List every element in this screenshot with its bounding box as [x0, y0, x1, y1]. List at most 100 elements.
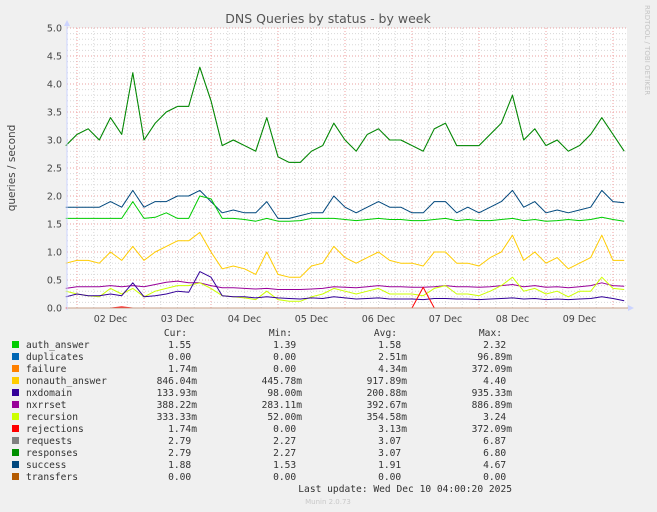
legend-label: requests [26, 436, 72, 447]
y-tick-label: 1.0 [47, 248, 62, 259]
y-tick-label: 0.0 [47, 304, 62, 315]
rrdtool-watermark: RRDTOOL / TOBI OETIKER [643, 5, 651, 95]
legend-min-value: 98.00m [267, 388, 302, 399]
legend-header-avg: Avg: [374, 328, 397, 339]
grid [67, 27, 627, 309]
x-tick-label: 09 Dec [563, 314, 597, 325]
legend-cur-value: 2.79 [168, 448, 191, 459]
legend-label: success [26, 460, 66, 471]
legend-avg-value: 392.67m [367, 400, 408, 411]
legend-swatch [12, 461, 19, 468]
legend-avg-value: 200.88m [367, 388, 408, 399]
legend-cur-value: 1.74m [168, 364, 197, 375]
legend-swatch [12, 365, 19, 372]
legend-min-value: 0.00 [273, 424, 296, 435]
y-tick-label: 4.5 [47, 52, 62, 63]
legend-header-min: Min: [269, 328, 292, 339]
legend-avg-value: 3.07 [378, 448, 401, 459]
legend-label: recursion [26, 412, 78, 423]
legend-cur-value: 388.22m [157, 400, 198, 411]
legend-max-value: 4.40 [483, 376, 506, 387]
legend-avg-value: 3.07 [378, 436, 401, 447]
legend-min-value: 445.78m [262, 376, 303, 387]
legend-label: transfers [26, 472, 78, 483]
legend-cur-value: 1.88 [168, 460, 191, 471]
y-tick-label: 2.5 [47, 164, 62, 175]
legend-swatch [12, 437, 19, 444]
legend-swatch [12, 473, 19, 480]
legend-max-value: 372.09m [472, 424, 513, 435]
tick-labels: 0.0 0.5 1.0 1.5 2.0 2.5 3.0 3.5 4.0 4.5 5.0 02 Dec 0… [47, 24, 596, 326]
series-line-auth_answer [65, 195, 625, 222]
last-update: Last update: Wed Dec 10 04:00:20 2025 [298, 484, 512, 495]
legend-avg-value: 2.51m [378, 352, 407, 363]
x-tick-label: 07 Dec [429, 314, 463, 325]
series-line-responses [65, 66, 625, 163]
series-line-nxrrset [65, 280, 625, 290]
legend-label: nxrrset [26, 400, 66, 411]
legend-avg-value: 1.91 [378, 460, 401, 471]
y-tick-label: 4.0 [47, 80, 62, 91]
legend-max-value: 6.87 [483, 436, 506, 447]
legend-label: nonauth_answer [26, 376, 107, 387]
legend-max-value: 6.80 [483, 448, 506, 459]
legend-min-value: 0.00 [273, 364, 296, 375]
legend-avg-value: 354.58m [367, 412, 408, 423]
legend-min-value: 0.00 [273, 472, 296, 483]
legend-cur-value: 0.00 [168, 352, 191, 363]
y-axis-arrow-icon [64, 20, 70, 26]
legend-avg-value: 917.89m [367, 376, 408, 387]
legend-cur-value: 1.55 [168, 340, 191, 351]
y-tick-label: 0.5 [47, 276, 62, 287]
series-line-success [65, 189, 625, 219]
legend-avg-value: 4.34m [378, 364, 407, 375]
legend-max-value: 2.32 [483, 340, 506, 351]
legend-swatch [12, 401, 19, 408]
legend-max-value: 3.24 [483, 412, 506, 423]
legend-max-value: 4.67 [483, 460, 506, 471]
x-axis-arrow-icon [628, 305, 634, 311]
y-tick-label: 3.0 [47, 136, 62, 147]
legend-swatch [12, 413, 19, 420]
x-tick-label: 04 Dec [228, 314, 262, 325]
legend-cur-value: 333.33m [157, 412, 198, 423]
x-tick-label: 02 Dec [94, 314, 128, 325]
y-tick-label: 1.5 [47, 220, 62, 231]
legend-max-value: 935.33m [472, 388, 513, 399]
legend-avg-value: 3.13m [378, 424, 407, 435]
x-tick-label: 06 Dec [362, 314, 396, 325]
legend-label: failure [26, 364, 67, 375]
legend-header-cur: Cur: [164, 328, 187, 339]
series-line-nonauth_answer [65, 231, 625, 278]
legend-max-value: 0.00 [483, 472, 506, 483]
legend-label: nxdomain [26, 388, 72, 399]
legend-min-value: 1.39 [273, 340, 296, 351]
x-tick-label: 03 Dec [161, 314, 195, 325]
legend-label: responses [26, 448, 78, 459]
legend-min-value: 52.00m [267, 412, 302, 423]
legend-cur-value: 0.00 [168, 472, 191, 483]
legend-swatch [12, 341, 19, 348]
legend-min-value: 2.27 [273, 448, 296, 459]
x-tick-label: 08 Dec [496, 314, 530, 325]
legend-swatch [12, 449, 19, 456]
legend-max-value: 372.09m [472, 364, 513, 375]
legend-max-value: 886.89m [472, 400, 513, 411]
legend-cur-value: 2.79 [168, 436, 191, 447]
legend-min-value: 283.11m [262, 400, 303, 411]
legend-header-max: Max: [479, 328, 502, 339]
legend-cur-value: 133.93m [157, 388, 198, 399]
legend: Cur: Min: Avg: Max:auth_answer 1.55 1.39 1.58 2… [12, 328, 512, 483]
y-tick-label: 2.0 [47, 192, 62, 203]
legend-label: auth_answer [26, 340, 90, 351]
legend-avg-value: 1.58 [378, 340, 401, 351]
legend-min-value: 1.53 [273, 460, 296, 471]
legend-label: rejections [26, 424, 84, 435]
series-line-nxdomain [65, 271, 625, 302]
legend-max-value: 96.89m [477, 352, 512, 363]
legend-cur-value: 846.04m [157, 376, 198, 387]
legend-label: duplicates [26, 352, 84, 363]
series-line-recursion [65, 276, 625, 302]
y-axis-label: queries / second [6, 125, 18, 212]
